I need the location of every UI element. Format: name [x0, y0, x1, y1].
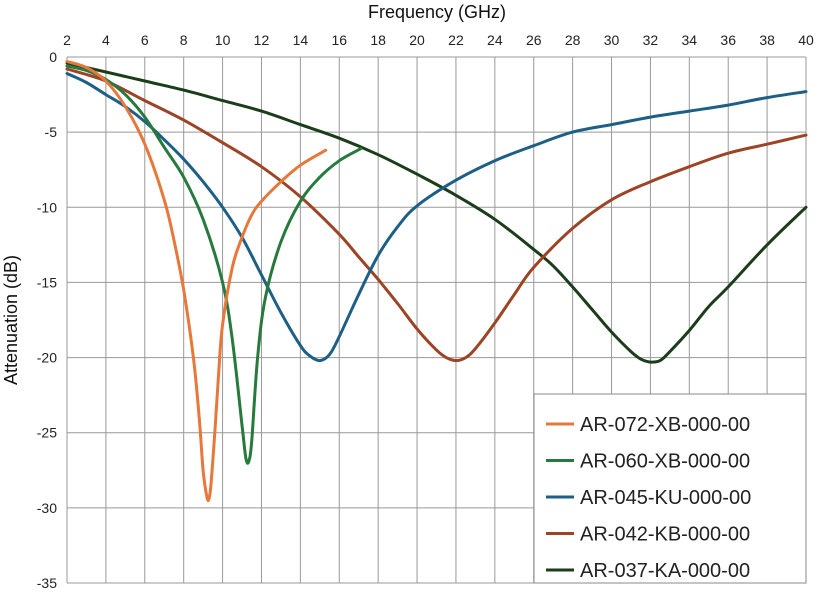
x-tick-label: 34	[682, 32, 698, 48]
x-tick-label: 14	[293, 32, 309, 48]
x-tick-label: 28	[565, 32, 581, 48]
y-tick-label: -25	[37, 425, 57, 441]
x-tick-label: 36	[720, 32, 736, 48]
x-tick-label: 2	[63, 32, 71, 48]
legend-label: AR-072-XB-000-00	[580, 414, 750, 436]
x-axis-title: Frequency (GHz)	[368, 2, 506, 22]
y-axis-title: Attenuation (dB)	[1, 255, 21, 385]
x-tick-label: 8	[180, 32, 188, 48]
legend: AR-072-XB-000-00 AR-060-XB-000-00 AR-045-K…	[533, 393, 807, 584]
x-tick-label: 38	[759, 32, 775, 48]
series-line	[65, 61, 808, 364]
x-axis-ticks: 2 4 6 8 10 12 14 16 18 20 22 24 26 28 30 32 34 36 38 40	[63, 32, 814, 48]
y-axis-ticks: 0 -5 -10 -15 -20 -25 -30 -35	[37, 49, 57, 591]
legend-label: AR-042-KB-000-00	[580, 524, 750, 546]
y-tick-label: -5	[45, 124, 58, 140]
x-tick-label: 30	[604, 32, 620, 48]
series-line	[65, 72, 808, 363]
x-tick-label: 32	[643, 32, 659, 48]
x-tick-label: 26	[526, 32, 542, 48]
series-line	[65, 67, 808, 363]
x-tick-label: 10	[215, 32, 231, 48]
y-tick-label: -20	[37, 350, 57, 366]
y-tick-label: 0	[49, 49, 57, 65]
series-line	[65, 64, 363, 465]
x-tick-label: 4	[102, 32, 110, 48]
legend-label: AR-045-KU-000-00	[580, 487, 751, 509]
x-tick-label: 12	[254, 32, 270, 48]
x-tick-label: 18	[370, 32, 386, 48]
x-tick-label: 6	[141, 32, 149, 48]
series-lines	[65, 60, 808, 503]
y-tick-label: -30	[37, 500, 57, 516]
legend-box	[533, 393, 807, 584]
x-tick-label: 16	[331, 32, 347, 48]
x-tick-label: 24	[487, 32, 503, 48]
legend-label: AR-060-XB-000-00	[580, 451, 750, 473]
y-tick-label: -10	[37, 199, 57, 215]
x-tick-label: 40	[798, 32, 814, 48]
series-line	[65, 60, 328, 503]
x-tick-label: 20	[409, 32, 425, 48]
y-tick-label: -15	[37, 274, 57, 290]
x-tick-label: 22	[448, 32, 464, 48]
legend-label: AR-037-KA-000-00	[580, 560, 750, 582]
y-tick-label: -35	[37, 575, 57, 591]
